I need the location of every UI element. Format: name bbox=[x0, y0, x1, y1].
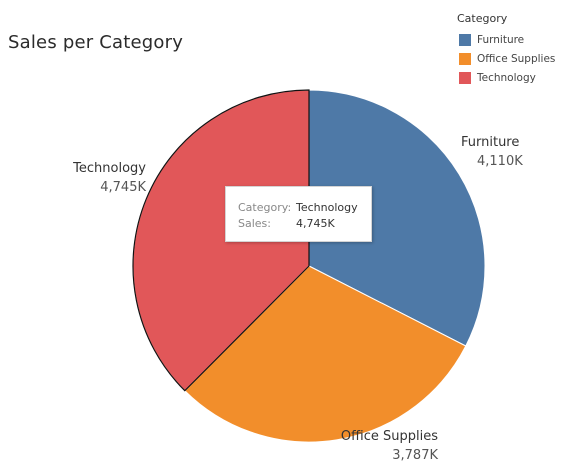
legend-item-office-supplies[interactable]: Office Supplies bbox=[457, 49, 555, 68]
legend-label-office-supplies: Office Supplies bbox=[477, 52, 556, 65]
legend-item-furniture[interactable]: Furniture bbox=[457, 30, 555, 49]
pie-slice-furniture[interactable] bbox=[308, 89, 486, 347]
slice-label-furniture: Furniture 4,110K bbox=[461, 133, 523, 171]
chart-title: Sales per Category bbox=[8, 32, 184, 53]
tooltip-category-value: Technology bbox=[296, 201, 358, 214]
legend-swatch-office-supplies bbox=[459, 52, 471, 65]
pie-slice-highlight bbox=[132, 89, 310, 392]
slice-label-office-supplies-value: 3,787K bbox=[392, 448, 438, 463]
legend-title: Category bbox=[457, 12, 508, 25]
legend-label-furniture: Furniture bbox=[477, 33, 525, 46]
slice-label-technology-name: Technology bbox=[73, 161, 146, 176]
slice-label-furniture-name: Furniture bbox=[461, 135, 520, 150]
slice-label-technology-value: 4,745K bbox=[100, 180, 146, 195]
legend: Category Furniture Office Supplies Techn… bbox=[457, 12, 555, 87]
tooltip-sales-value: 4,745K bbox=[296, 217, 335, 230]
legend-item-technology[interactable]: Technology bbox=[457, 68, 555, 87]
legend-swatch-technology bbox=[459, 71, 471, 84]
slice-label-office-supplies-name: Office Supplies bbox=[340, 429, 438, 444]
legend-label-technology: Technology bbox=[477, 71, 536, 84]
slice-label-furniture-value: 4,110K bbox=[477, 154, 523, 169]
slice-label-technology: Technology 4,745K bbox=[72, 159, 146, 197]
tooltip-sales-key: Sales: bbox=[238, 217, 271, 230]
pie-slice-office-supplies[interactable] bbox=[184, 265, 467, 443]
tooltip-category-key: Category: bbox=[238, 201, 292, 214]
tooltip: Category: Technology Sales: 4,745K bbox=[225, 186, 372, 242]
slice-label-office-supplies: Office Supplies 3,787K bbox=[338, 427, 438, 465]
tooltip-row-category: Category: Technology bbox=[238, 201, 371, 217]
tooltip-row-sales: Sales: 4,745K bbox=[238, 217, 371, 233]
legend-swatch-furniture bbox=[459, 33, 471, 46]
